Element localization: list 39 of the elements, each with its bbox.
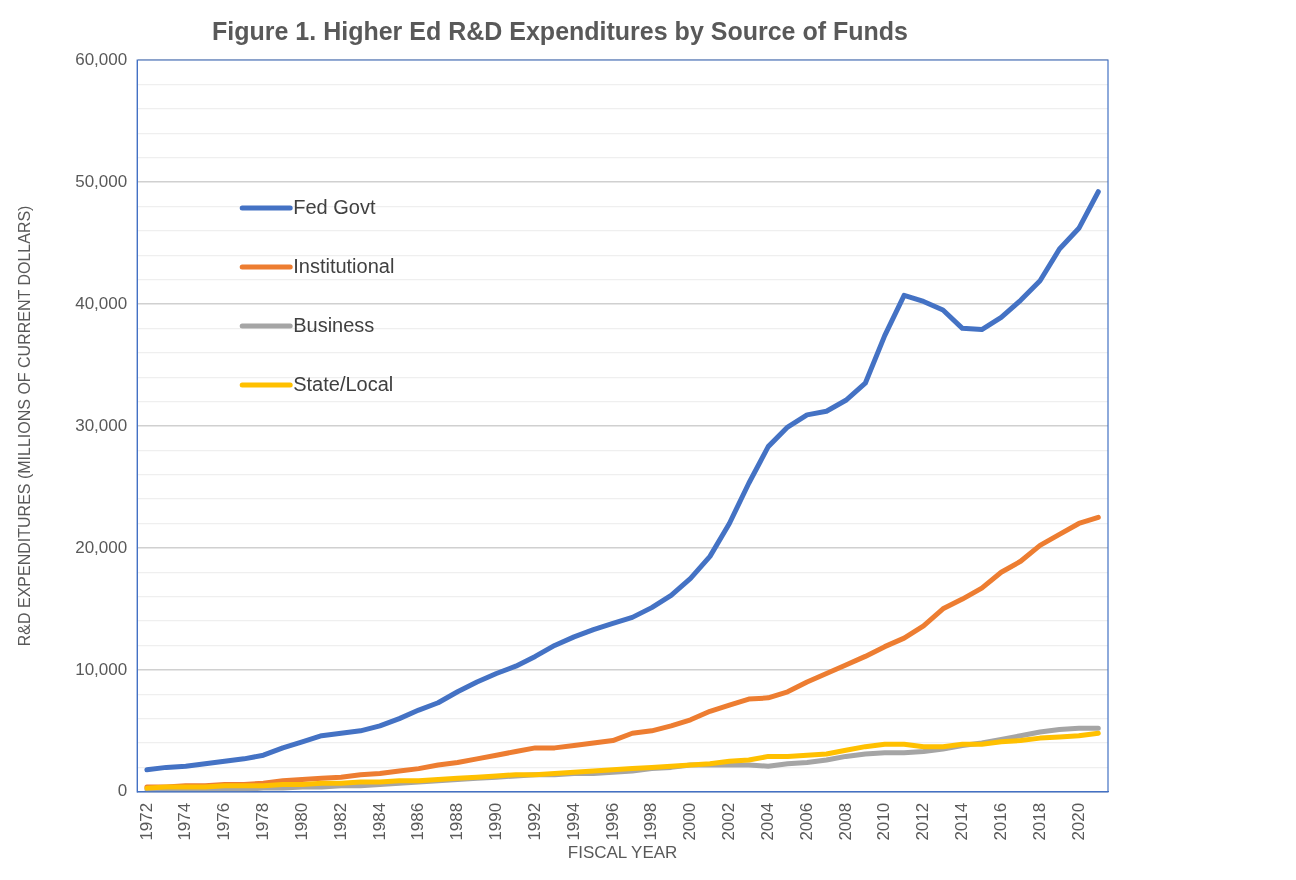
chart-title: Figure 1. Higher Ed R&D Expenditures by Source of Funds — [212, 16, 908, 45]
y-tick-label: 0 — [117, 781, 128, 801]
y-tick-label: 60,000 — [75, 49, 128, 69]
x-tick-label: 2010 — [874, 802, 894, 841]
x-tick-label: 2008 — [835, 802, 855, 841]
legend-label: Institutional — [293, 254, 395, 277]
x-axis-title: FISCAL YEAR — [567, 843, 678, 863]
x-tick-label: 2016 — [990, 802, 1010, 841]
x-tick-label: 2014 — [952, 802, 972, 841]
legend-label: State/Local — [293, 372, 394, 395]
x-tick-label: 2006 — [796, 802, 816, 841]
y-tick-label: 20,000 — [75, 537, 128, 557]
x-tick-label: 2018 — [1029, 802, 1049, 841]
x-tick-label: 1976 — [214, 802, 234, 841]
y-tick-label: 50,000 — [75, 171, 128, 191]
y-tick-label: 10,000 — [75, 659, 128, 679]
y-tick-label: 40,000 — [75, 293, 128, 313]
x-tick-label: 1988 — [447, 802, 467, 841]
x-tick-label: 1972 — [136, 802, 156, 841]
x-tick-label: 1994 — [563, 802, 583, 841]
legend-label: Fed Govt — [293, 195, 376, 218]
x-tick-label: 2004 — [757, 802, 777, 841]
x-tick-label: 1984 — [369, 802, 389, 841]
x-tick-label: 1992 — [524, 802, 544, 841]
y-tick-label: 30,000 — [75, 415, 128, 435]
x-tick-label: 1980 — [291, 802, 311, 841]
x-tick-label: 1974 — [175, 802, 195, 841]
x-tick-label: 1990 — [486, 802, 506, 841]
x-tick-label: 1986 — [408, 802, 428, 841]
x-tick-label: 2002 — [719, 802, 739, 841]
legend-label: Business — [293, 313, 375, 336]
x-tick-label: 2000 — [680, 802, 700, 841]
x-tick-label: 1982 — [330, 802, 350, 841]
x-tick-label: 1998 — [641, 802, 661, 841]
x-tick-label: 2012 — [913, 802, 933, 841]
y-axis-title: R&D EXPENDITURES (MILLIONS OF CURRENT DOLLARS) — [16, 205, 34, 647]
x-tick-label: 2020 — [1068, 802, 1088, 841]
x-tick-label: 1978 — [253, 802, 273, 841]
x-tick-label: 1996 — [602, 802, 622, 841]
